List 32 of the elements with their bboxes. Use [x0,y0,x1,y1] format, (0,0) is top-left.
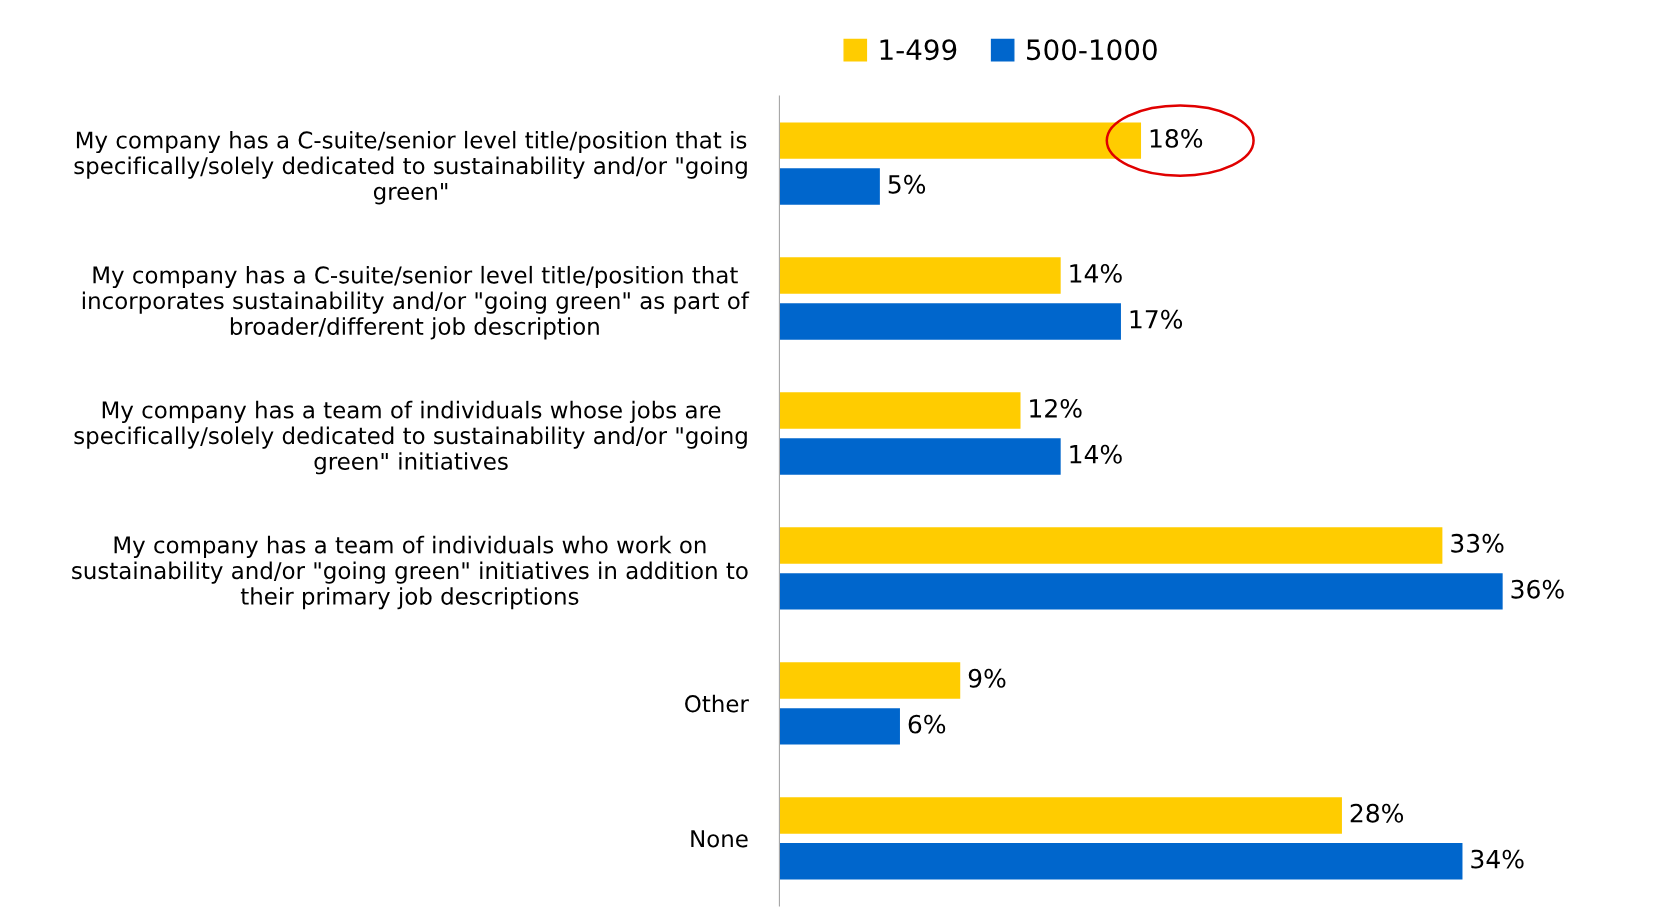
bar [779,573,1503,610]
bar [779,392,1021,429]
y-tick-label: None [691,830,748,848]
y-tick-label: My company has a C-suite/senior level title/position that is specifically/solely dedicated to sustainability and/or "going green" [74,130,747,205]
legend-label: 1-499 [880,39,957,61]
data-label: 14% [1070,263,1122,283]
data-label: 34% [1471,849,1524,869]
legend-label: 500-1000 [1027,39,1157,61]
y-tick-label: My company has a team of individuals whose jobs are specifically/solely dedicated to sustainability and/or "going green" initiatives [74,400,747,475]
bar [779,303,1121,340]
data-label: 5% [888,174,926,194]
data-label: 36% [1511,579,1564,599]
bar [779,797,1342,834]
bar [779,122,1142,159]
bar [779,843,1463,880]
y-tick-label: My company has a C-suite/senior level title/position that incorporates sustainability and/or "going green" as part of broader/different job description [82,265,750,340]
bar [779,527,1443,564]
bar [779,708,900,745]
data-label: 12% [1030,398,1082,418]
data-label: 6% [908,714,946,734]
bar [779,257,1061,294]
bar [779,438,1061,475]
y-tick-label: My company has a team of individuals who work on sustainability and/or "going green" initiatives in addition to their primary job descriptions [72,535,748,610]
data-label: 28% [1350,803,1404,823]
data-label: 18% [1150,128,1203,148]
data-label: 9% [968,668,1006,688]
data-label: 17% [1130,309,1183,329]
bar [779,662,961,699]
data-label: 33% [1451,533,1504,553]
y-tick-label: Other [685,694,749,713]
data-label: 14% [1070,444,1122,464]
bar [779,168,880,205]
